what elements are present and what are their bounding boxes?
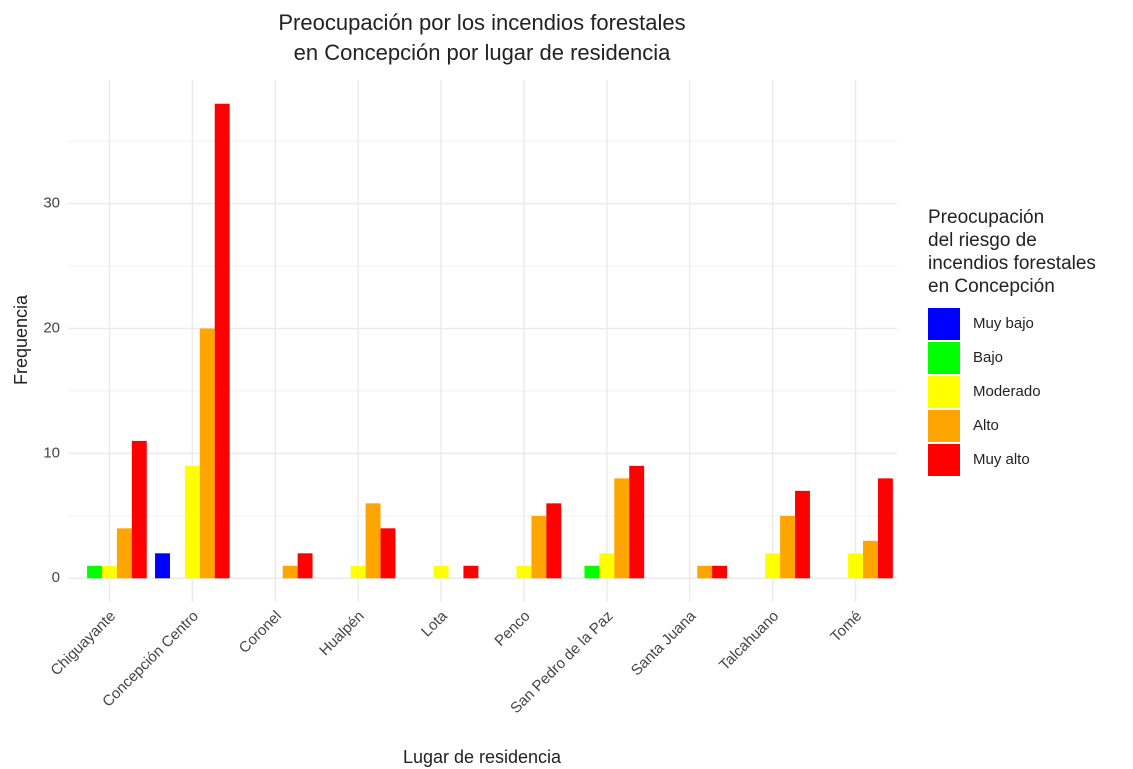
bar: [877, 478, 893, 579]
y-tick-label: 20: [43, 319, 60, 336]
legend-swatch: [928, 308, 960, 340]
bar: [531, 515, 547, 579]
bar: [282, 565, 298, 579]
x-tick-label: Talcahuano: [716, 608, 782, 674]
bar: [297, 553, 313, 579]
x-tick-label: Chiguayante: [48, 608, 120, 680]
bar: [614, 478, 630, 579]
x-tick-label: Lota: [418, 607, 451, 640]
bar: [629, 465, 645, 579]
legend-title: en Concepción: [928, 276, 1055, 297]
bar: [463, 565, 479, 579]
bar: [116, 528, 132, 579]
bar: [780, 515, 796, 579]
bar: [516, 565, 532, 579]
bar: [433, 565, 449, 579]
bar: [584, 565, 600, 579]
legend-label: Bajo: [973, 349, 1003, 366]
legend-label: Alto: [973, 417, 999, 434]
legend-title: del riesgo de: [928, 230, 1037, 251]
bar: [87, 565, 102, 579]
x-tick-label: Penco: [491, 608, 533, 650]
y-tick-label: 10: [43, 444, 60, 461]
bar: [546, 503, 562, 579]
x-tick-label: Coronel: [236, 608, 285, 657]
chart-title: Preocupación por los incendios forestale…: [278, 10, 685, 35]
y-axis-label: Frequencia: [11, 294, 31, 385]
bar: [380, 528, 396, 579]
legend-title: incendios forestales: [928, 253, 1096, 274]
y-tick-label: 30: [43, 195, 60, 212]
bar: [101, 565, 117, 579]
x-tick-label: Tomé: [827, 608, 865, 646]
chart-title: en Concepción por lugar de residencia: [294, 40, 671, 65]
bar: [184, 465, 200, 579]
bar: [214, 103, 230, 579]
bar: [863, 540, 878, 579]
bar: [365, 503, 381, 579]
bar: [795, 490, 810, 579]
x-tick-label: Santa Juana: [628, 607, 700, 679]
legend-label: Muy bajo: [973, 315, 1034, 332]
x-axis-label: Lugar de residencia: [403, 747, 562, 767]
bar: [350, 565, 366, 579]
bar: [848, 553, 864, 579]
bar: [697, 565, 713, 579]
bar: [199, 328, 215, 579]
bar: [712, 565, 728, 579]
legend-swatch: [928, 410, 960, 442]
legend-label: Muy alto: [973, 451, 1030, 468]
legend-title: Preocupación: [928, 207, 1044, 228]
bar: [131, 440, 147, 579]
legend-label: Moderado: [973, 383, 1041, 400]
legend-swatch: [928, 444, 960, 476]
y-tick-label: 0: [52, 569, 60, 586]
bar: [155, 553, 170, 579]
legend-swatch: [928, 376, 960, 408]
legend-swatch: [928, 342, 960, 374]
bar: [765, 553, 781, 579]
x-tick-label: Hualpén: [316, 608, 368, 660]
bar: [599, 553, 615, 579]
